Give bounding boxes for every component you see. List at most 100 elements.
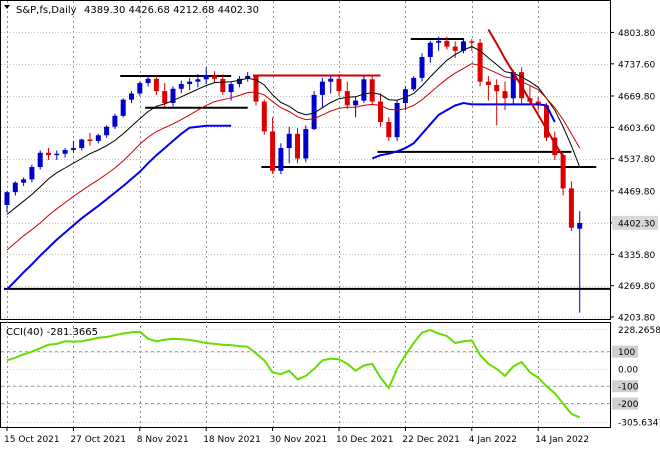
cci-series	[6, 329, 581, 419]
candle-body	[170, 88, 176, 104]
candle-body	[21, 179, 27, 183]
candle-body	[568, 188, 574, 228]
candle-body	[469, 41, 475, 43]
price-tick-label: 4737.60	[618, 60, 655, 70]
candle-body	[286, 133, 292, 149]
candle-body	[378, 101, 383, 122]
price-tick-label: 4469.80	[618, 187, 655, 197]
price-tick-label: 4335.80	[618, 251, 655, 261]
candle-body	[46, 152, 51, 156]
candle-body	[62, 149, 68, 154]
cci-tick-label: 228.2658	[618, 326, 660, 336]
candle-body	[187, 81, 193, 85]
cci-tick-label: -305.6347	[618, 418, 660, 428]
candle-body	[261, 101, 267, 132]
candle-body	[419, 56, 425, 78]
cci-tick-label: 100	[618, 348, 635, 358]
candle-body	[120, 99, 126, 116]
price-tick-label: 4269.80	[618, 282, 655, 292]
date-tick-label: 10 Dec 2021	[336, 435, 394, 445]
candle-body	[195, 79, 201, 82]
price-tick-label: 4803.80	[618, 29, 655, 39]
candle-body	[95, 135, 101, 141]
candle-body	[270, 131, 276, 171]
candle-body	[37, 152, 43, 168]
candle-body	[253, 75, 259, 102]
candle-body	[278, 148, 284, 171]
ma-line-ma-trend	[487, 28, 564, 158]
candle-body	[502, 91, 508, 99]
candle-body	[544, 105, 549, 138]
candle-body	[386, 121, 392, 138]
candle-body	[4, 192, 10, 205]
ma-line-ma-fast	[6, 46, 581, 215]
symbol-label: S&P,fs,Daily	[16, 5, 77, 16]
price-axis: 4803.80 4737.60 4669.80 4603.60 4537.80 4469.…	[610, 29, 658, 324]
candle-body	[328, 78, 334, 82]
candle-body	[129, 93, 134, 100]
candle-body	[402, 89, 408, 104]
candle-body	[29, 167, 35, 180]
date-tick-label: 27 Oct 2021	[70, 435, 126, 445]
candle-body	[361, 79, 367, 101]
date-tick-label: 4 Jan 2022	[469, 435, 517, 445]
candle-body	[436, 40, 442, 43]
date-tick-label: 15 Oct 2021	[4, 435, 60, 445]
candle-body	[87, 139, 93, 141]
cci-axis: 228.2658 100 0.00 -100 -200 -305.6347	[612, 326, 660, 428]
ma-line-ma-mid	[6, 63, 581, 251]
candle-body	[336, 78, 342, 92]
time-axis: 15 Oct 2021 27 Oct 2021 8 Nov 2021 18 Nov 2…	[4, 427, 589, 445]
candle-body	[394, 103, 400, 138]
candle-body	[369, 79, 375, 102]
candle-body	[104, 126, 110, 136]
candle-body	[353, 100, 359, 106]
date-tick-label: 30 Nov 2021	[270, 435, 328, 445]
candle-body	[228, 84, 234, 93]
candle-body	[70, 148, 76, 150]
cci-level-tag	[612, 380, 638, 393]
current-price-tag	[612, 215, 658, 230]
cci-level-tag	[612, 345, 638, 358]
candle-body	[311, 94, 317, 130]
candle-body	[54, 153, 60, 156]
candle-body	[245, 75, 251, 79]
candle-body	[461, 41, 466, 51]
candle-body	[560, 155, 566, 189]
candle-body	[220, 78, 226, 93]
candle-body	[12, 182, 18, 193]
candle-body	[145, 78, 151, 84]
candle-body	[137, 83, 143, 94]
price-tick-label: 4603.60	[618, 124, 655, 134]
candle-body	[427, 42, 433, 57]
cci-grid	[1, 329, 610, 423]
candle-body	[477, 42, 483, 82]
indicator-label: CCI(40) -281.3665	[6, 327, 98, 338]
candle-body	[577, 222, 583, 229]
collapse-triangle-icon[interactable]	[4, 5, 10, 9]
moving-averages	[6, 28, 581, 291]
candle-body	[510, 72, 516, 99]
cci-line	[6, 329, 581, 419]
candle-body	[319, 81, 325, 95]
price-tick-label: 4402.30	[618, 219, 655, 229]
date-tick-label: 18 Nov 2021	[203, 435, 261, 445]
candle-body	[236, 78, 242, 85]
date-tick-label: 8 Nov 2021	[137, 435, 189, 445]
candle-body	[344, 91, 350, 106]
candle-body	[79, 139, 85, 149]
price-tick-label: 4537.80	[618, 155, 655, 165]
candle-body	[153, 78, 159, 92]
cci-level-tag	[612, 397, 638, 410]
candle-body	[494, 84, 500, 92]
candle-body	[485, 81, 491, 85]
cci-tick-label: 0.00	[618, 365, 638, 375]
candle-body	[452, 46, 458, 51]
support-resistance-lines	[4, 37, 610, 290]
candle-body	[552, 137, 558, 156]
cci-tick-label: -100	[618, 383, 639, 393]
candle-body	[178, 84, 184, 89]
candle-body	[303, 129, 309, 159]
price-tick-label: 4203.80	[618, 314, 655, 324]
